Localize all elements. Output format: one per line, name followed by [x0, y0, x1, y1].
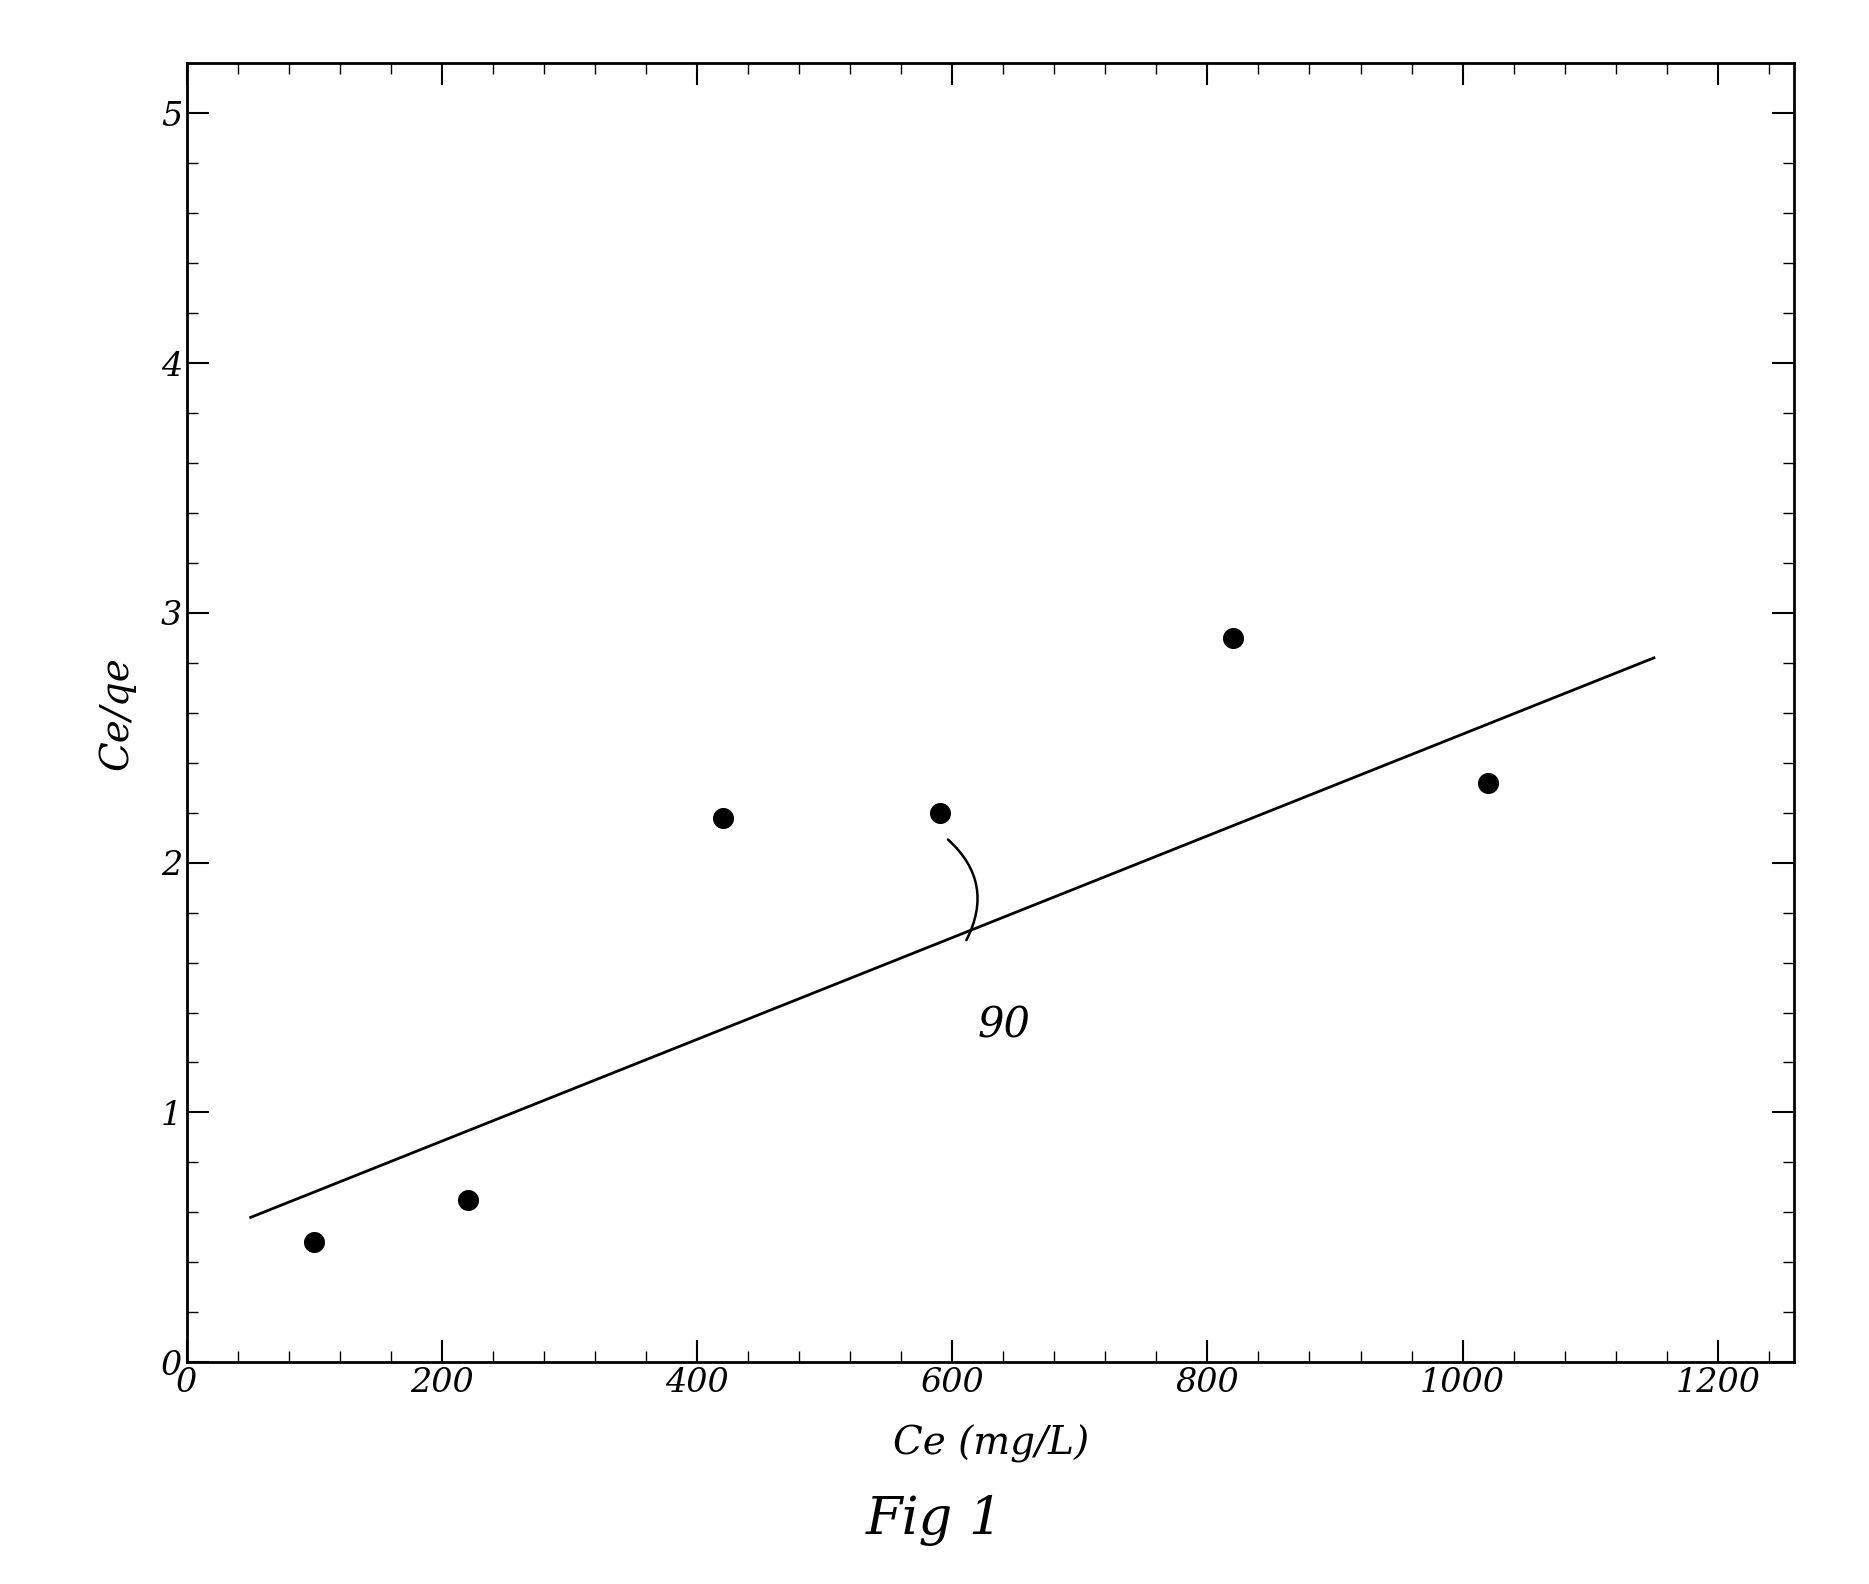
Point: [299, 1229, 329, 1255]
Text: Fig 1: Fig 1: [865, 1495, 1004, 1546]
Point: [452, 1188, 482, 1213]
Point: [925, 800, 955, 825]
Point: [1219, 626, 1248, 651]
X-axis label: Ce (mg/L): Ce (mg/L): [893, 1424, 1088, 1462]
Y-axis label: Ce/qe: Ce/qe: [99, 656, 136, 770]
Text: 90: 90: [977, 1004, 1032, 1047]
Point: [1473, 770, 1503, 795]
Point: [708, 805, 738, 830]
